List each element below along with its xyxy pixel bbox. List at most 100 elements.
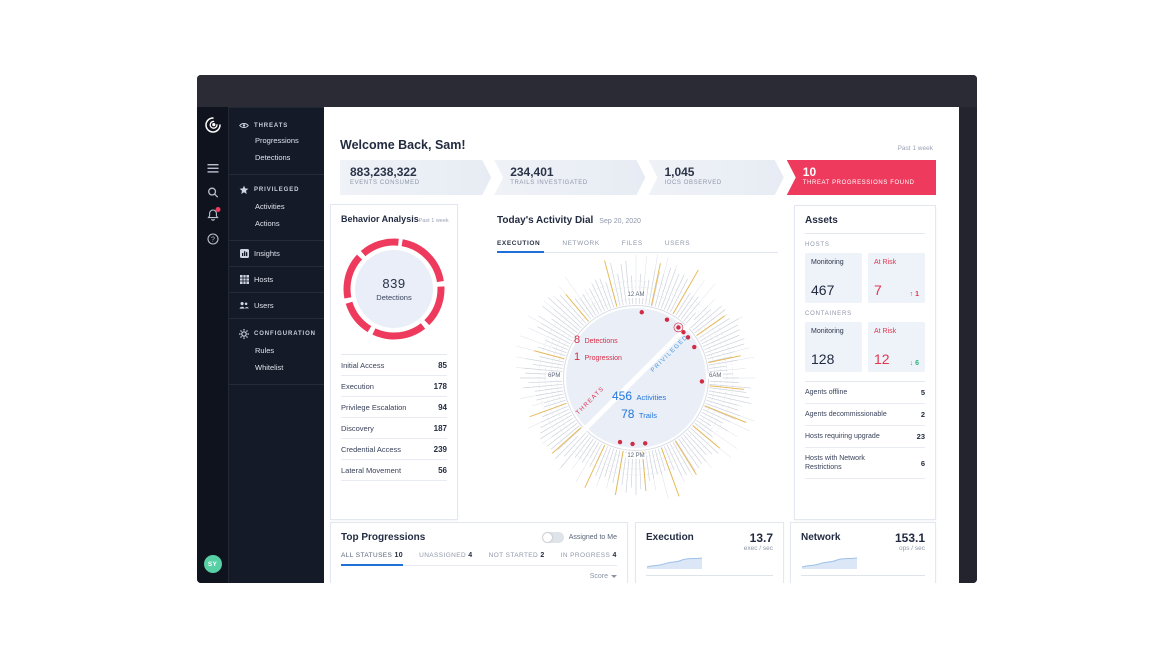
assets-summary-list: Agents offline 5 Agents decommissionable 2… (805, 381, 925, 479)
metric-unit: exec / sec (743, 545, 773, 552)
sidebar-nav: THREATS Progressions Detections PRIVILEG… (228, 107, 324, 583)
tab-unassigned[interactable]: UNASSIGNED 4 (419, 552, 473, 559)
dial-threat-stats: 8 Detections 1 Progression (574, 334, 622, 363)
tab-network[interactable]: NETWORK (562, 240, 600, 247)
help-icon[interactable]: ? (206, 233, 219, 245)
trend-up-icon: ↑ 1 (909, 291, 919, 298)
search-icon[interactable] (207, 187, 218, 198)
section-label-hosts: HOSTS (805, 242, 830, 248)
icon-rail: ? SY (197, 107, 228, 583)
stat-trails-investigated[interactable]: 234,401 TRAILS INVESTIGATED (494, 160, 645, 195)
tab-files[interactable]: FILES (621, 240, 643, 247)
tab-execution[interactable]: EXECUTION (497, 240, 545, 253)
card-title: Execution (646, 532, 694, 543)
sidebar-item-progressions[interactable]: Progressions (255, 136, 299, 145)
window-right-edge (959, 107, 977, 583)
card-title: Behavior Analysis (341, 214, 419, 224)
stat-threat-progressions[interactable]: 10 THREAT PROGRESSIONS FOUND (786, 160, 937, 195)
list-item: Discovery 187 (341, 418, 447, 439)
gear-icon (239, 329, 249, 339)
donut-value: 839 (382, 276, 406, 291)
nav-group-configuration: CONFIGURATION Rules Whitelist (229, 319, 324, 385)
user-avatar[interactable]: SY (203, 555, 222, 573)
sidebar-item-whitelist[interactable]: Whitelist (255, 363, 284, 372)
star-icon (239, 185, 249, 195)
dial-date: Sep 20, 2020 (599, 218, 641, 225)
period-label: Past 1 week (897, 145, 933, 152)
sidebar-item-activities[interactable]: Activities (255, 202, 285, 211)
hosts-monitoring-box: Monitoring 467 (805, 253, 862, 303)
tab-not-started[interactable]: NOT STARTED 2 (488, 552, 545, 559)
sidebar-item-privileged[interactable]: PRIVILEGED (229, 182, 324, 198)
list-item: Hosts requiring upgrade 23 (805, 426, 925, 448)
nav-section-label: THREATS (254, 122, 289, 129)
divider (646, 575, 773, 576)
sidebar-item-insights[interactable]: Insights (229, 241, 324, 267)
list-item: Hosts with Network Restrictions 6 (805, 448, 925, 479)
sidebar-item-label: Hosts (254, 275, 274, 284)
containers-at-risk-box: At Risk 12 ↓ 6 (868, 322, 925, 372)
list-item: Privilege Escalation 94 (341, 397, 447, 418)
card-title: Top Progressions (341, 532, 426, 543)
stat-label: TRAILS INVESTIGATED (510, 180, 588, 186)
app-logo-icon[interactable] (204, 116, 222, 134)
period-label: Past 1 week (418, 218, 449, 224)
metric-value: 153.1 (894, 531, 925, 545)
list-item: Agents decommissionable 2 (805, 404, 925, 426)
sidebar-item-label: Insights (254, 249, 280, 258)
top-progressions-card: Top Progressions Assigned to Me ALL STAT… (330, 522, 628, 583)
stat-label: EVENTS CONSUMED (350, 180, 420, 186)
svg-text:?: ? (211, 236, 215, 243)
sparkline-chart (646, 554, 773, 569)
main-content: Welcome Back, Sam! Past 1 week 883,238,3… (324, 107, 959, 583)
sidebar-item-rules[interactable]: Rules (255, 346, 275, 355)
sidebar-item-detections[interactable]: Detections (255, 153, 291, 162)
containers-monitoring-box: Monitoring 128 (805, 322, 862, 372)
time-label-12am: 12 AM (625, 292, 647, 298)
progressions-tabs: ALL STATUSES 10 UNASSIGNED 4 NOT STARTED… (341, 552, 617, 566)
execution-metric-card: Execution 13.7 exec / sec (635, 522, 784, 583)
eye-icon (239, 122, 249, 129)
tab-in-progress[interactable]: IN PROGRESS 4 (560, 552, 617, 559)
stat-value: 234,401 (510, 165, 554, 179)
list-item: Execution 178 (341, 376, 447, 397)
sidebar-item-threats[interactable]: THREATS (229, 119, 324, 132)
card-title: Assets (805, 215, 925, 234)
stat-value: 1,045 (664, 165, 695, 179)
window-titlebar (197, 75, 977, 107)
list-item: Lateral Movement 56 (341, 460, 447, 481)
nav-group-privileged: PRIVILEGED Activities Actions (229, 175, 324, 241)
menu-icon[interactable] (207, 164, 218, 173)
sidebar-item-configuration[interactable]: CONFIGURATION (229, 326, 324, 342)
behavior-breakdown-list: Initial Access 85 Execution 178 Privilege … (341, 354, 447, 481)
page-title: Welcome Back, Sam! (340, 138, 466, 152)
stat-label: THREAT PROGRESSIONS FOUND (802, 180, 915, 186)
sidebar-item-hosts[interactable]: Hosts (229, 267, 324, 293)
sidebar-item-users[interactable]: Users (229, 293, 324, 319)
notification-badge-dot (215, 207, 220, 212)
metric-value: 13.7 (749, 531, 773, 545)
trend-down-icon: ↓ 6 (909, 360, 919, 367)
sidebar-item-label: Users (254, 301, 274, 310)
stat-iocs-observed[interactable]: 1,045 IOCS OBSERVED (648, 160, 783, 195)
toggle-label: Assigned to Me (568, 534, 617, 541)
dial-activity-stats: 456 Activities 78 Trails (612, 389, 667, 421)
stat-value: 883,238,322 (350, 165, 417, 179)
sort-dropdown[interactable]: Score (341, 573, 617, 580)
grid-icon (239, 275, 249, 284)
list-item: Initial Access 85 (341, 355, 447, 376)
metric-unit: ops / sec (898, 545, 925, 552)
nav-group-threats: THREATS Progressions Detections (229, 112, 324, 175)
card-title: Network (801, 532, 841, 543)
app-body: ? SY THREATS Progressions Detections (197, 107, 977, 583)
sidebar-item-actions[interactable]: Actions (255, 219, 280, 228)
tab-all-statuses[interactable]: ALL STATUSES 10 (341, 552, 404, 566)
notifications-bell-icon[interactable] (207, 207, 220, 221)
hosts-at-risk-box: At Risk 7 ↑ 1 (868, 253, 925, 303)
stat-events-consumed[interactable]: 883,238,322 EVENTS CONSUMED (340, 160, 491, 195)
tab-users[interactable]: USERS (664, 240, 691, 247)
assets-card: Assets HOSTS Monitoring 467 At Risk 7 ↑ … (794, 205, 936, 520)
toggle-knob (542, 533, 552, 542)
donut-label: Detections (376, 293, 412, 302)
assigned-to-me-toggle[interactable] (541, 532, 564, 543)
